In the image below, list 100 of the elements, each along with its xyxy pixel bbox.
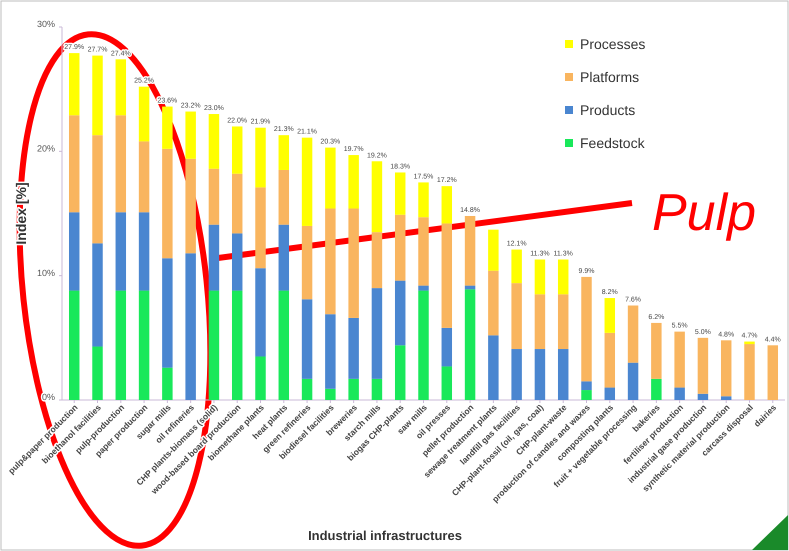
y-tick-label: 20% bbox=[36, 143, 55, 154]
bar bbox=[394, 214, 406, 281]
bar bbox=[511, 283, 522, 350]
bar bbox=[302, 226, 312, 300]
bar bbox=[116, 212, 126, 291]
bar bbox=[604, 332, 616, 388]
bar bbox=[278, 170, 290, 225]
bar bbox=[372, 161, 382, 232]
bar bbox=[302, 299, 312, 379]
bar bbox=[348, 208, 359, 318]
bar bbox=[651, 322, 662, 379]
bar bbox=[418, 217, 429, 286]
bar bbox=[372, 288, 382, 379]
bar bbox=[116, 59, 126, 116]
annotation: Pulp bbox=[652, 184, 756, 242]
bar bbox=[208, 290, 220, 400]
bar bbox=[278, 290, 290, 400]
bar bbox=[744, 342, 755, 344]
bar bbox=[232, 290, 242, 400]
bar bbox=[255, 356, 266, 400]
bar bbox=[488, 335, 499, 400]
bar bbox=[442, 223, 452, 328]
bar bbox=[698, 338, 708, 394]
bar bbox=[418, 290, 429, 400]
bar bbox=[325, 208, 336, 314]
bar bbox=[534, 349, 546, 400]
bar bbox=[278, 135, 290, 170]
bar bbox=[255, 187, 266, 268]
bar bbox=[325, 388, 336, 400]
bar bbox=[185, 158, 196, 254]
bar bbox=[418, 182, 429, 218]
bar bbox=[208, 168, 220, 225]
bar bbox=[628, 306, 638, 363]
bar bbox=[442, 366, 452, 400]
bar bbox=[558, 349, 568, 400]
bar bbox=[92, 243, 103, 347]
bar bbox=[604, 388, 616, 400]
bar bbox=[581, 381, 592, 390]
bar bbox=[92, 346, 103, 400]
bar bbox=[768, 345, 778, 400]
legend-label: Feedstock bbox=[580, 134, 646, 151]
bar bbox=[464, 286, 476, 290]
bar bbox=[116, 290, 126, 400]
legend-label: Platforms bbox=[580, 68, 640, 85]
bar bbox=[698, 394, 708, 400]
bar bbox=[208, 224, 220, 291]
bar bbox=[162, 368, 173, 400]
bar bbox=[208, 114, 220, 169]
bar bbox=[68, 115, 80, 212]
bar bbox=[394, 345, 406, 400]
bar bbox=[138, 212, 150, 291]
bar bbox=[628, 362, 638, 400]
y-tick-label: 10% bbox=[36, 268, 55, 278]
bar bbox=[372, 378, 382, 400]
y-tick-label: 30% bbox=[36, 19, 55, 30]
bar bbox=[604, 298, 616, 333]
bar bbox=[488, 230, 499, 271]
bar bbox=[558, 294, 568, 350]
bar bbox=[464, 289, 476, 400]
bar bbox=[138, 290, 150, 400]
bar bbox=[232, 233, 242, 291]
bar bbox=[325, 314, 336, 389]
bar bbox=[442, 186, 452, 224]
bar bbox=[138, 141, 150, 212]
bar bbox=[348, 378, 359, 400]
bar bbox=[116, 115, 126, 212]
bar bbox=[581, 390, 592, 400]
bar bbox=[674, 388, 685, 400]
bar bbox=[302, 378, 312, 400]
bar bbox=[534, 260, 546, 294]
bar bbox=[138, 86, 150, 142]
bar bbox=[162, 106, 173, 149]
legend-label: Processes bbox=[580, 36, 646, 52]
bar bbox=[720, 396, 732, 400]
bar bbox=[92, 135, 103, 244]
bar bbox=[185, 253, 196, 400]
bar bbox=[278, 224, 290, 291]
bar bbox=[162, 258, 173, 368]
bar bbox=[232, 174, 242, 234]
bar bbox=[394, 172, 406, 215]
x-axis-title: Industrial infrastructures bbox=[308, 528, 462, 543]
bar bbox=[464, 216, 476, 286]
bar bbox=[68, 53, 80, 116]
bar bbox=[534, 294, 546, 350]
bar bbox=[442, 328, 452, 366]
bar bbox=[581, 276, 592, 382]
bar bbox=[558, 260, 568, 294]
bar bbox=[720, 340, 732, 396]
legend-label: Products bbox=[580, 102, 636, 118]
bar bbox=[255, 268, 266, 356]
bar bbox=[255, 128, 266, 188]
bar bbox=[302, 138, 312, 226]
bar bbox=[68, 290, 80, 400]
bar bbox=[92, 56, 103, 136]
bar bbox=[372, 232, 382, 288]
bar bbox=[162, 148, 173, 258]
bar bbox=[418, 286, 429, 291]
bar bbox=[511, 349, 522, 400]
y-axis-title: Index [%] bbox=[13, 182, 29, 245]
bar bbox=[744, 344, 755, 400]
